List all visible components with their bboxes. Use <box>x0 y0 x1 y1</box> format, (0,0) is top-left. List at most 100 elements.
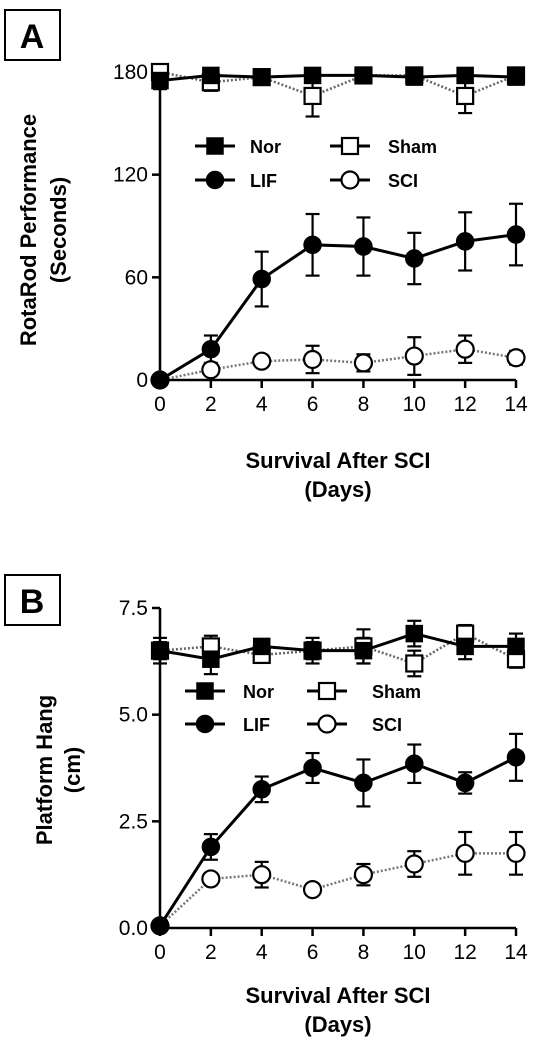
panel-b-point-lif <box>303 758 322 778</box>
panel-a-point-lif <box>354 237 373 256</box>
panel-a-y-tick-label: 120 <box>113 164 148 187</box>
panel-b-y-tick-label: 5.0 <box>119 704 148 727</box>
panel-b-series-line-sci <box>159 852 516 927</box>
panel-b-legend-label-sci: SCI <box>372 715 402 735</box>
panel-b-point-lif <box>455 773 475 793</box>
panel-b-point-sci <box>252 865 272 885</box>
panel-b-legend-marker-nor <box>196 682 214 700</box>
panel-b: B Platform Hang (cm) Survival After SCI … <box>4 574 528 1037</box>
panel-b-point-nor <box>151 641 169 660</box>
panel-a-point-sci <box>455 339 475 359</box>
panel-b-point-nor <box>507 637 525 656</box>
panel-a-x-tick-label: 8 <box>358 393 370 416</box>
panel-b-legend-marker-lif <box>195 714 215 734</box>
panel-a-x-tick-label: 0 <box>154 393 166 416</box>
panel-a-xlabel-line1: Survival After SCI <box>245 448 430 473</box>
panel-a-point-nor <box>456 66 474 85</box>
panel-b-point-nor <box>405 624 424 643</box>
panel-b-point-lif <box>201 837 221 857</box>
panel-b-y-tick-label: 0.0 <box>119 917 148 940</box>
panel-b-label: B <box>20 583 45 621</box>
panel-a-x-tick-label: 14 <box>504 393 528 416</box>
panel-a-point-lif <box>405 249 424 268</box>
panel-b-legend-label-lif: LIF <box>243 715 270 735</box>
panel-b-y-tick-label: 2.5 <box>119 810 148 833</box>
panel-a-point-nor <box>405 68 424 86</box>
panel-b-point-sci <box>404 854 424 874</box>
panel-b-x-tick-label: 14 <box>504 941 528 964</box>
panel-a-point-sci <box>353 353 374 373</box>
panel-a-x-tick-label: 12 <box>453 393 476 416</box>
panel-a-legend-marker-lif <box>205 170 225 190</box>
panel-a: A RotaRod Performance (Seconds) Survival… <box>4 9 528 502</box>
panel-a-point-lif <box>455 232 475 251</box>
panel-a-point-sham <box>456 86 475 106</box>
panel-a-point-sci <box>252 351 272 371</box>
panel-a-ylabel-line1: RotaRod Performance <box>16 114 41 346</box>
panel-b-point-nor <box>303 641 322 660</box>
panel-a-point-nor <box>202 66 220 85</box>
panel-b-xlabel-line1: Survival After SCI <box>245 983 430 1008</box>
panel-a-legend-marker-sci <box>340 170 360 190</box>
panel-b-point-nor <box>456 637 474 656</box>
panel-b-point-nor <box>354 641 373 660</box>
panel-a-x-tick-label: 2 <box>205 393 217 416</box>
panel-a-point-lif <box>506 225 526 244</box>
panel-b-point-lif <box>354 773 373 793</box>
panel-a-xlabel-line2: (Days) <box>304 477 371 502</box>
panel-b-point-sci <box>506 843 526 863</box>
panel-a-y-tick-label: 0 <box>136 369 148 392</box>
panel-b-label-box <box>4 574 61 626</box>
panel-a-x-tick-label: 4 <box>256 393 268 416</box>
panel-b-x-tick-label: 8 <box>358 941 370 964</box>
panel-b-y-tick-label: 7.5 <box>119 597 148 620</box>
panel-a-y-tick-label: 180 <box>113 61 148 84</box>
panel-a-point-nor <box>354 66 373 85</box>
panel-b-point-lif <box>405 754 424 773</box>
panel-b-x-tick-label: 4 <box>256 941 268 964</box>
panel-a-x-tick-label: 6 <box>307 393 319 416</box>
panel-a-legend-label-lif: LIF <box>250 171 277 191</box>
panel-b-point-sci <box>201 869 221 889</box>
panel-a-point-lif <box>150 370 170 390</box>
panel-b-x-tick-label: 10 <box>403 941 426 964</box>
panel-b-ylabel: Platform Hang (cm) <box>32 695 85 845</box>
panel-a-point-nor <box>303 66 322 85</box>
panel-a-legend-label-nor: Nor <box>250 137 281 157</box>
panel-b-point-sci <box>302 879 323 900</box>
panel-a-point-sham <box>303 86 322 106</box>
panel-b-point-sham <box>405 654 424 673</box>
panel-b-x-tick-label: 0 <box>154 941 166 964</box>
panel-a-legend-marker-nor <box>206 137 224 155</box>
panel-a-legend-marker-sham <box>340 136 360 156</box>
panel-a-point-nor <box>507 68 525 86</box>
panel-b-x-tick-label: 2 <box>205 941 217 964</box>
panel-b-xlabel-line2: (Days) <box>304 1012 371 1037</box>
panel-a-ylabel: RotaRod Performance (Seconds) <box>16 114 71 346</box>
panel-a-legend-label-sham: Sham <box>388 137 437 157</box>
panel-b-legend-marker-sham <box>317 681 337 701</box>
panel-b-point-lif <box>506 748 526 767</box>
panel-b-legend-marker-sci <box>317 714 337 734</box>
panel-a-legend-label-sci: SCI <box>388 171 418 191</box>
panel-a-label: A <box>20 18 45 56</box>
panel-a-point-lif <box>201 339 221 359</box>
panel-b-legend-label-nor: Nor <box>243 682 274 702</box>
panel-a-point-sci <box>404 346 424 366</box>
panel-b-ylabel-line1: Platform Hang <box>32 695 57 845</box>
panel-a-label-box <box>4 9 61 61</box>
panel-b-ylabel-line2: (cm) <box>60 747 85 793</box>
panel-b-point-lif <box>150 916 170 936</box>
panel-b-point-sci <box>353 865 374 885</box>
panel-a-point-sci <box>201 360 221 380</box>
panel-a-point-sci <box>506 348 526 368</box>
panel-b-point-sci <box>455 843 475 863</box>
panel-b-point-nor <box>202 650 220 668</box>
panel-b-x-tick-label: 6 <box>307 941 319 964</box>
panel-a-point-nor <box>252 68 271 86</box>
panel-a-point-sci <box>302 349 323 370</box>
panel-a-point-lif <box>303 235 322 255</box>
panel-a-point-lif <box>252 269 271 289</box>
panel-a-y-tick-label: 60 <box>125 266 148 289</box>
panel-b-point-nor <box>252 637 271 656</box>
